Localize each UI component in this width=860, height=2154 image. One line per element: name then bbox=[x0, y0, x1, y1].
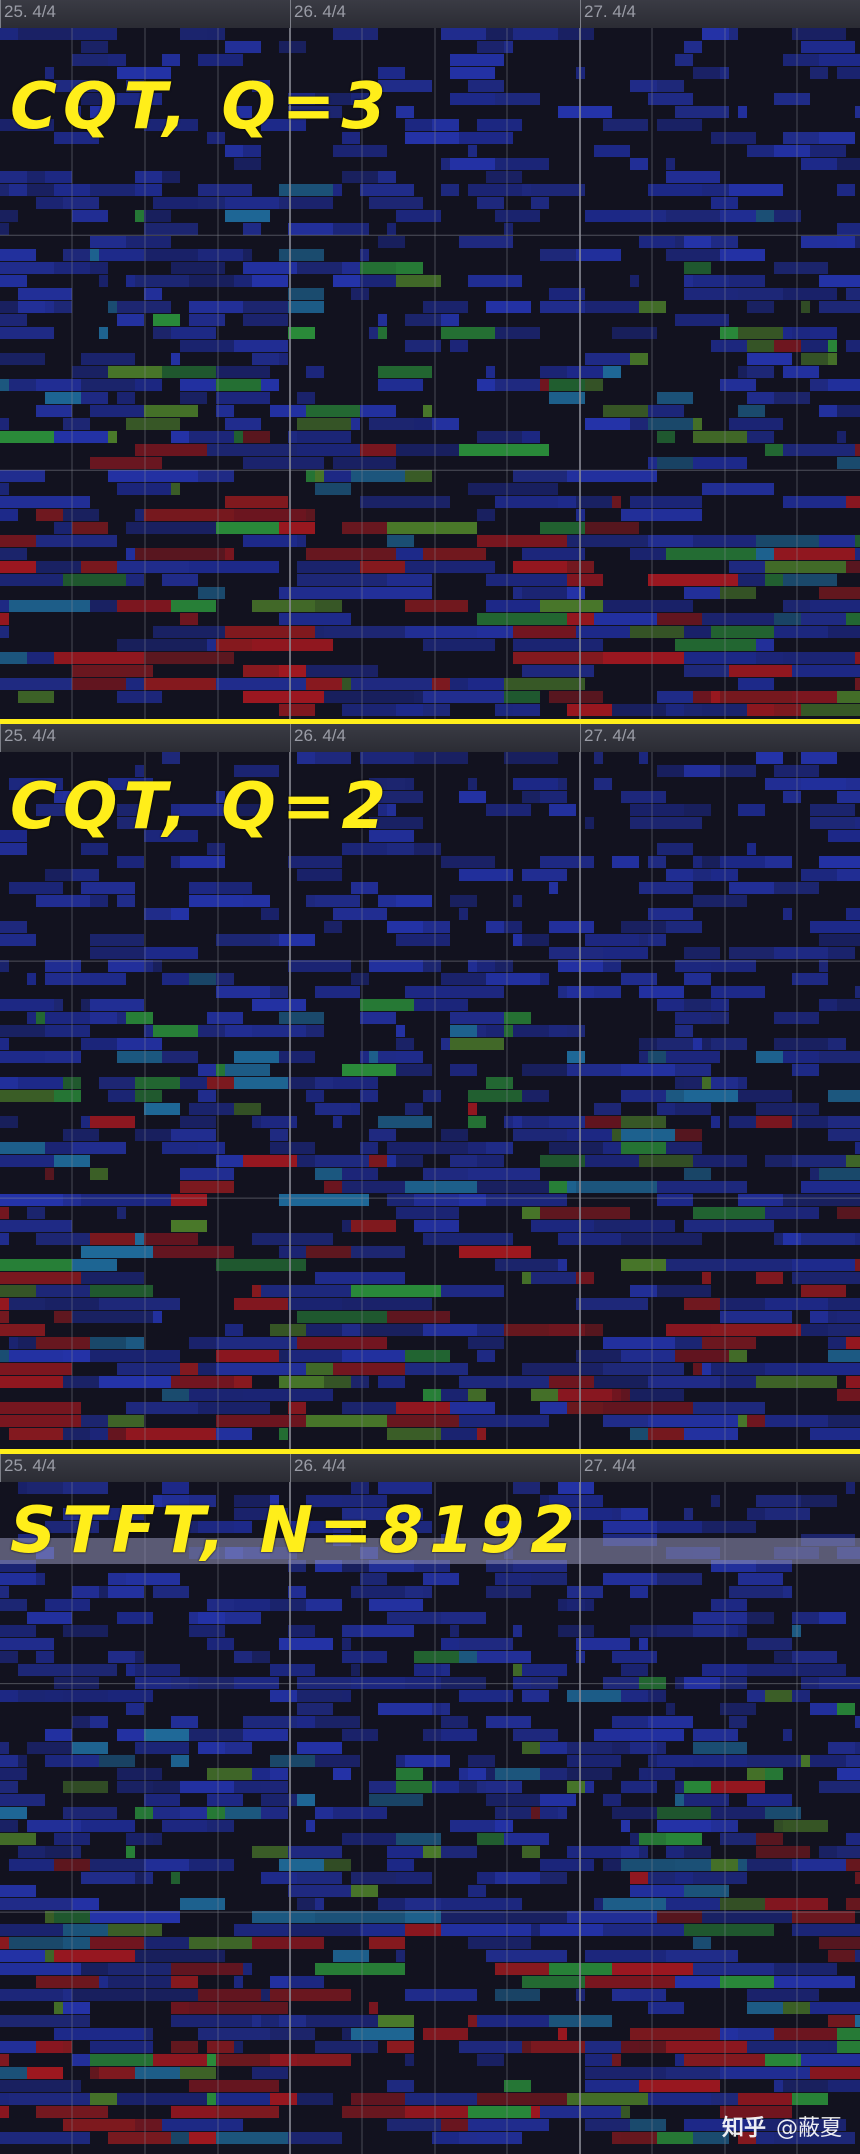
ruler-tick bbox=[580, 0, 581, 28]
panel-divider bbox=[0, 719, 860, 724]
ruler-label-bar-27: 27. 4/4 bbox=[584, 1456, 636, 1475]
ruler-tick bbox=[290, 1454, 291, 1482]
zhihu-logo: 知乎 bbox=[721, 2116, 766, 2141]
spectrogram-image bbox=[0, 1482, 860, 2154]
spectrogram-panel-cqt-q3: 25. 4/4 26. 4/4 27. 4/4 CQT, Q=3 bbox=[0, 0, 860, 719]
panel-divider bbox=[0, 1449, 860, 1454]
watermark-handle: @蔽夏 bbox=[775, 2116, 842, 2141]
spectrogram-panel-stft-n8192: 25. 4/4 26. 4/4 27. 4/4 STFT, N=8192 知乎 @… bbox=[0, 1454, 860, 2154]
ruler-tick bbox=[580, 724, 581, 752]
watermark: 知乎 @蔽夏 bbox=[722, 2110, 842, 2142]
highlight-band bbox=[0, 1538, 860, 1564]
annotation-label: CQT, Q=3 bbox=[10, 70, 392, 144]
ruler-label-bar-25: 25. 4/4 bbox=[4, 726, 56, 745]
spectrogram-image bbox=[0, 752, 860, 1449]
ruler-tick bbox=[0, 0, 1, 28]
spectrogram-image bbox=[0, 28, 860, 719]
ruler-label-bar-26: 26. 4/4 bbox=[294, 726, 346, 745]
ruler-label-bar-27: 27. 4/4 bbox=[584, 2, 636, 21]
annotation-label: CQT, Q=2 bbox=[10, 770, 392, 844]
timeline-ruler[interactable]: 25. 4/4 26. 4/4 27. 4/4 bbox=[0, 0, 860, 29]
ruler-label-bar-25: 25. 4/4 bbox=[4, 1456, 56, 1475]
ruler-label-bar-27: 27. 4/4 bbox=[584, 726, 636, 745]
annotation-label: STFT, N=8192 bbox=[10, 1494, 581, 1568]
ruler-tick bbox=[290, 0, 291, 28]
ruler-label-bar-26: 26. 4/4 bbox=[294, 2, 346, 21]
ruler-tick bbox=[580, 1454, 581, 1482]
ruler-tick bbox=[290, 724, 291, 752]
ruler-label-bar-26: 26. 4/4 bbox=[294, 1456, 346, 1475]
ruler-tick bbox=[0, 1454, 1, 1482]
ruler-label-bar-25: 25. 4/4 bbox=[4, 2, 56, 21]
spectrogram-panel-cqt-q2: 25. 4/4 26. 4/4 27. 4/4 CQT, Q=2 bbox=[0, 724, 860, 1449]
ruler-tick bbox=[0, 724, 1, 752]
spectrogram-canvas[interactable] bbox=[0, 1482, 860, 2154]
timeline-ruler[interactable]: 25. 4/4 26. 4/4 27. 4/4 bbox=[0, 1454, 860, 1483]
spectrogram-canvas[interactable] bbox=[0, 752, 860, 1449]
timeline-ruler[interactable]: 25. 4/4 26. 4/4 27. 4/4 bbox=[0, 724, 860, 753]
spectrogram-canvas[interactable] bbox=[0, 28, 860, 719]
